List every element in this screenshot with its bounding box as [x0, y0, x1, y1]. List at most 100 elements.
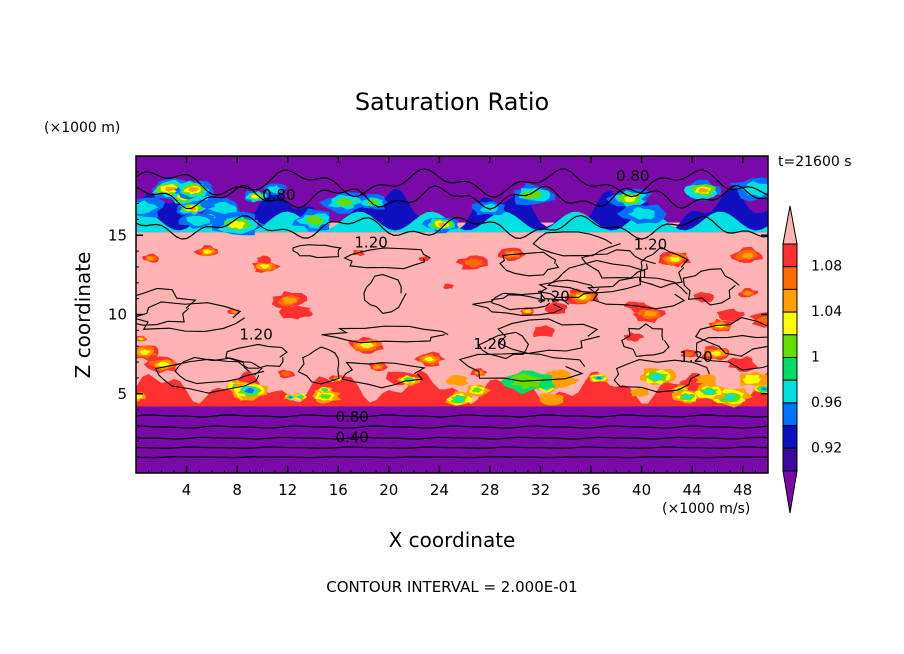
contour-line	[458, 352, 586, 382]
contour-label: 0.80	[616, 167, 649, 185]
contour-line	[499, 251, 560, 277]
contour-label: 1.20	[634, 235, 667, 253]
field-patch	[741, 252, 754, 259]
y-axis-ticks: 5 10 15	[108, 171, 768, 458]
contour-label: 0.80	[335, 408, 368, 426]
field-patch	[231, 310, 237, 314]
field-patch	[305, 215, 325, 226]
y-tick-label: 15	[108, 226, 127, 244]
field-patch	[533, 325, 555, 338]
field-patch	[445, 374, 470, 387]
field-patch	[596, 376, 602, 380]
y-axis-unit: (×1000 m)	[44, 120, 121, 136]
x-tick-label: 12	[278, 481, 297, 499]
field-patch	[545, 301, 568, 315]
colorbar-label: 1.04	[811, 304, 842, 320]
contour-line	[136, 456, 768, 459]
colorbar-swatch	[782, 357, 798, 381]
x-tick-label: 4	[182, 481, 192, 499]
contour-line	[136, 168, 768, 198]
field-patch	[259, 264, 270, 269]
colorbar-swatch	[782, 379, 798, 404]
field-patch	[694, 374, 716, 386]
field-patch	[630, 386, 650, 397]
contour-label: 1.20	[536, 288, 569, 306]
field-patch	[669, 256, 680, 263]
contour-line	[478, 331, 530, 360]
field-patch	[520, 189, 543, 200]
field-patch	[464, 258, 484, 268]
colorbar-swatch	[782, 402, 798, 427]
x-axis-unit: (×1000 m/s)	[662, 501, 751, 517]
field-patch	[336, 198, 354, 207]
contour-line	[639, 246, 689, 289]
field-patch	[267, 185, 283, 194]
field-patch	[157, 361, 170, 368]
y-tick-label: 10	[108, 306, 127, 324]
contour-line	[621, 323, 670, 357]
field-patch	[539, 393, 553, 400]
contour-lines	[136, 168, 768, 459]
field-patch	[208, 202, 237, 215]
field-patch	[256, 255, 271, 264]
contour-label: 0.80	[262, 186, 295, 204]
field-patch	[244, 387, 255, 394]
contour-line	[136, 414, 768, 418]
colorbar: 1.08 1.04 1 0.96 0.92	[782, 205, 842, 514]
field-patch	[372, 364, 381, 369]
x-tick-label: 44	[683, 481, 702, 499]
field-patch	[716, 308, 745, 323]
field-patch	[575, 294, 587, 300]
x-tick-label: 32	[531, 481, 550, 499]
colorbar-label: 1.08	[811, 259, 842, 275]
field-dry-layer	[136, 408, 768, 473]
field-patch	[280, 371, 292, 377]
contour-line	[546, 259, 646, 294]
colorbar-swatch	[782, 266, 798, 290]
contour-label: 1.20	[679, 348, 712, 366]
x-tick-label: 48	[733, 481, 752, 499]
colorbar-swatch	[782, 243, 798, 268]
field-patch	[188, 206, 197, 211]
x-tick-label: 8	[232, 481, 242, 499]
contour-line	[292, 244, 342, 259]
contour-line	[682, 268, 740, 306]
field-boundary	[136, 370, 768, 407]
field-patch	[165, 186, 176, 192]
contour-line	[136, 301, 246, 332]
contour-line	[321, 325, 449, 344]
time-label: t=21600 s	[778, 154, 852, 170]
field-patch	[471, 387, 483, 393]
contour-line	[694, 317, 768, 357]
field-patch	[136, 200, 159, 215]
contour-line	[136, 184, 768, 210]
field-patch	[139, 349, 151, 356]
field-patch	[742, 374, 762, 385]
field-patch	[288, 396, 293, 399]
field-patch	[424, 356, 434, 362]
contour-label: 1.20	[239, 326, 272, 344]
y-tick-label: 5	[117, 385, 127, 403]
contour-line	[538, 279, 600, 298]
contour-line	[136, 214, 768, 240]
field-patch	[623, 331, 645, 342]
x-tick-label: 28	[480, 481, 499, 499]
field-patch	[506, 251, 518, 257]
field-patch	[185, 215, 211, 226]
x-tick-label: 24	[430, 481, 449, 499]
contour-line	[341, 361, 426, 389]
x-axis-ticks: 4 8 12 16 20 24 28 32 36 40 44 48	[148, 156, 756, 499]
field-patch	[683, 351, 694, 357]
contour-labels: 0.80 0.80 1.20 1.20 1.20 1.20 1.20 1.20 0.80 0.40	[239, 167, 712, 447]
contour-line	[154, 358, 263, 394]
contour-line	[136, 446, 768, 449]
colorbar-swatch	[782, 334, 798, 358]
field-patch	[322, 388, 327, 392]
field-patch	[203, 249, 213, 254]
x-tick-label: 16	[329, 481, 348, 499]
x-tick-label: 36	[581, 481, 600, 499]
field-patch	[642, 310, 658, 317]
field-patch	[418, 256, 431, 262]
field-patch	[281, 297, 297, 305]
field-patch	[454, 396, 465, 402]
